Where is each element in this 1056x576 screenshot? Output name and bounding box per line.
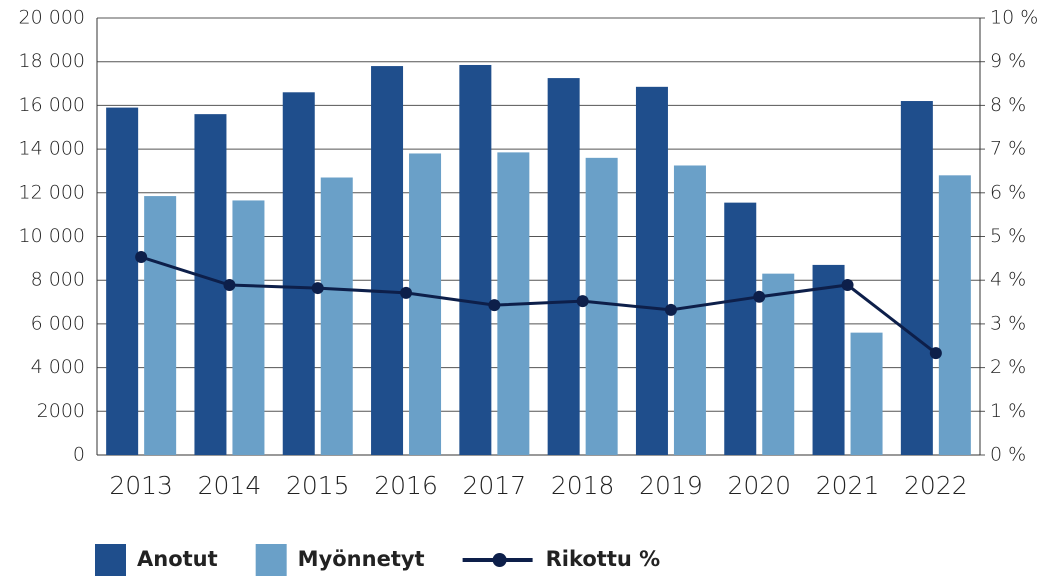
bar [812,264,845,455]
y2-tick-label: 7 % [990,138,1026,160]
y2-tick-label: 8 % [990,94,1026,116]
y2-tick-label: 5 % [990,225,1026,247]
bar [585,157,618,455]
line [140,255,937,355]
marker [223,279,236,292]
marker [488,299,501,312]
legend-marker [492,553,507,567]
marker [311,282,324,295]
bar [194,114,227,455]
y2-tick-label: 10 % [990,7,1038,29]
y-tick-label: 18 000 [19,50,85,72]
y2-tick-label: 9 % [990,50,1026,72]
legend-label: Rikottu % [546,547,661,571]
bar [409,153,442,455]
x-tick-label: 2018 [551,471,615,500]
x-tick-label: 2013 [109,471,173,500]
bar [459,64,492,455]
bar [673,165,706,456]
marker [135,251,148,264]
bar [850,332,883,455]
bar [106,107,139,456]
bar [232,200,265,455]
legend-swatch [95,544,126,576]
legend-label: Myönnetyt [298,547,425,571]
bar [900,101,933,455]
bar [938,175,971,455]
bar [724,202,757,455]
marker [400,286,413,299]
y-tick-label: 14 000 [19,138,85,160]
y-tick-label: 16 000 [19,94,85,116]
x-tick-label: 2017 [463,471,527,500]
bar [547,78,580,456]
y2-tick-label: 1 % [990,400,1026,422]
x-tick-label: 2020 [727,471,791,500]
bar [282,92,315,455]
x-tick-label: 2022 [904,471,968,500]
marker [841,279,854,292]
x-tick-label: 2021 [816,471,880,500]
y2-tick-label: 0 % [990,444,1026,466]
y-tick-label: 2000 [37,400,85,422]
x-tick-label: 2016 [374,471,438,500]
legend-swatch [255,544,287,576]
y2-tick-label: 4 % [990,269,1026,291]
bar [635,86,668,455]
y-tick-label: 0 [73,444,85,466]
x-tick-label: 2014 [198,471,262,500]
y-tick-label: 12 000 [19,181,85,203]
x-tick-label: 2019 [639,471,703,500]
y2-tick-label: 3 % [990,312,1026,334]
y-tick-label: 20 000 [19,7,85,29]
y-tick-label: 4 000 [31,356,85,378]
y-tick-label: 10 000 [19,225,85,247]
bar [144,196,177,455]
y2-tick-label: 6 % [990,181,1026,203]
y-tick-label: 6 000 [31,312,85,334]
bar [762,273,795,455]
legend-label: Anotut [137,547,218,571]
bar [371,66,404,455]
marker [753,290,766,303]
x-tick-label: 2015 [286,471,350,500]
y-tick-label: 8 000 [31,269,85,291]
y2-tick-label: 2 % [990,356,1026,378]
bar [320,177,353,455]
marker [576,295,589,308]
marker [929,347,942,360]
marker [664,303,677,316]
